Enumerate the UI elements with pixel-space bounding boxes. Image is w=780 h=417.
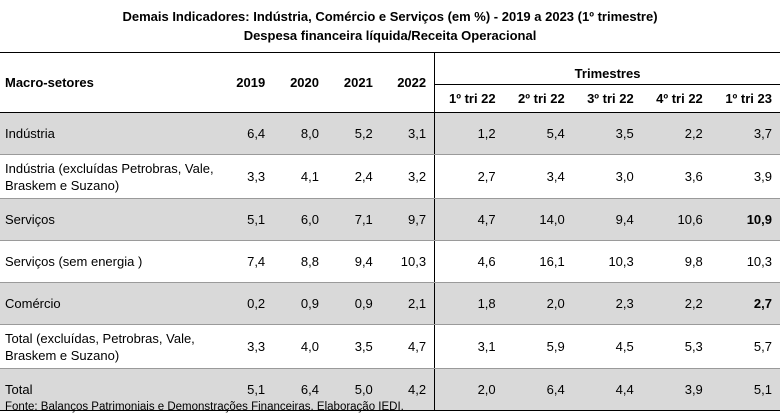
cell: 14,0 — [503, 198, 573, 241]
cell: 6,4 — [503, 368, 573, 411]
cell: 16,1 — [503, 240, 573, 283]
cell: 9,4 — [326, 240, 381, 283]
cell: 6,4 — [219, 112, 274, 155]
cell: 0,9 — [326, 282, 381, 325]
row-label: Total (excluídas, Petrobras, Vale, Brask… — [0, 324, 220, 369]
cell: 9,8 — [641, 240, 711, 283]
cell: 3,5 — [326, 324, 381, 369]
cell: 9,4 — [572, 198, 642, 241]
cell: 8,0 — [273, 112, 327, 155]
cell: 4,4 — [572, 368, 642, 411]
header-year-2020: 2020 — [273, 52, 327, 113]
cell: 5,1 — [219, 198, 274, 241]
header-row-2: 1º tri 22 2º tri 22 3º tri 22 4º tri 22 … — [0, 84, 780, 113]
cell: 3,0 — [572, 154, 642, 199]
cell: 6,0 — [273, 198, 327, 241]
cell: 10,6 — [641, 198, 711, 241]
header-q1-22: 1º tri 22 — [434, 84, 504, 113]
cell: 3,9 — [641, 368, 711, 411]
row-label: Indústria — [0, 112, 220, 155]
cell: 2,0 — [434, 368, 504, 411]
row-label: Total — [0, 368, 220, 411]
cell: 5,9 — [503, 324, 573, 369]
cell: 5,1 — [710, 368, 780, 411]
cell: 6,4 — [273, 368, 327, 411]
header-row-1: Macro-setores 2019 2020 2021 2022 Trimes… — [0, 52, 780, 113]
cell: 4,2 — [380, 368, 435, 411]
cell: 1,8 — [434, 282, 504, 325]
cell: 5,3 — [641, 324, 711, 369]
cell: 3,3 — [219, 324, 274, 369]
cell: 4,1 — [273, 154, 327, 199]
cell: 4,7 — [434, 198, 504, 241]
cell: 4,0 — [273, 324, 327, 369]
cell: 2,1 — [380, 282, 435, 325]
row-label: Serviços (sem energia ) — [0, 240, 220, 283]
cell: 5,4 — [503, 112, 573, 155]
figure-title: Demais Indicadores: Indústria, Comércio … — [0, 0, 780, 45]
cell: 0,9 — [273, 282, 327, 325]
cell: 3,6 — [641, 154, 711, 199]
cell: 3,5 — [572, 112, 642, 155]
cell: 2,7 — [434, 154, 504, 199]
header-q2-22: 2º tri 22 — [503, 84, 573, 113]
table-row: Comércio 0,2 0,9 0,9 2,1 1,8 2,0 2,3 2,2… — [0, 282, 780, 325]
cell: 3,1 — [434, 324, 504, 369]
cell-highlight: 10,9 — [710, 198, 780, 241]
cell: 3,9 — [710, 154, 780, 199]
header-macro-setores: Macro-setores — [0, 52, 220, 113]
cell: 5,2 — [326, 112, 381, 155]
cell: 3,3 — [219, 154, 274, 199]
cell: 3,7 — [710, 112, 780, 155]
cell: 2,0 — [503, 282, 573, 325]
cell: 2,2 — [641, 282, 711, 325]
row-label: Comércio — [0, 282, 220, 325]
cell: 4,7 — [380, 324, 435, 369]
cell-highlight: 2,7 — [710, 282, 780, 325]
cell: 8,8 — [273, 240, 327, 283]
table-row: Serviços 5,1 6,0 7,1 9,7 4,7 14,0 9,4 10… — [0, 198, 780, 241]
header-q4-22: 4º tri 22 — [641, 84, 711, 113]
indicators-table: Macro-setores 2019 2020 2021 2022 Trimes… — [0, 52, 780, 411]
header-trimestres: Trimestres — [434, 52, 780, 85]
row-label: Indústria (excluídas Petrobras, Vale, Br… — [0, 154, 220, 199]
cell: 9,7 — [380, 198, 435, 241]
table-row: Total (excluídas, Petrobras, Vale, Brask… — [0, 324, 780, 369]
cell: 2,4 — [326, 154, 381, 199]
table-row: Serviços (sem energia ) 7,4 8,8 9,4 10,3… — [0, 240, 780, 283]
cell: 5,1 — [219, 368, 274, 411]
row-label: Serviços — [0, 198, 220, 241]
source-note: Fonte: Balanços Patrimoniais e Demonstra… — [5, 401, 404, 413]
cell: 0,2 — [219, 282, 274, 325]
table-row: Total 5,1 6,4 5,0 4,2 2,0 6,4 4,4 3,9 5,… — [0, 368, 780, 411]
cell: 10,3 — [710, 240, 780, 283]
cell: 7,1 — [326, 198, 381, 241]
cell: 10,3 — [380, 240, 435, 283]
cell: 4,5 — [572, 324, 642, 369]
cell: 7,4 — [219, 240, 274, 283]
header-year-2022: 2022 — [380, 52, 435, 113]
header-year-2019: 2019 — [219, 52, 274, 113]
cell: 5,7 — [710, 324, 780, 369]
cell: 3,2 — [380, 154, 435, 199]
header-q1-23: 1º tri 23 — [710, 84, 780, 113]
cell: 5,0 — [326, 368, 381, 411]
table-row: Indústria (excluídas Petrobras, Vale, Br… — [0, 154, 780, 199]
cell: 4,6 — [434, 240, 504, 283]
cell: 2,2 — [641, 112, 711, 155]
cell: 10,3 — [572, 240, 642, 283]
table-row: Indústria 6,4 8,0 5,2 3,1 1,2 5,4 3,5 2,… — [0, 112, 780, 155]
header-q3-22: 3º tri 22 — [572, 84, 642, 113]
cell: 3,1 — [380, 112, 435, 155]
title-line-2: Despesa financeira líquida/Receita Opera… — [243, 28, 537, 43]
cell: 3,4 — [503, 154, 573, 199]
cell: 2,3 — [572, 282, 642, 325]
header-year-2021: 2021 — [326, 52, 381, 113]
cell: 1,2 — [434, 112, 504, 155]
title-line-1: Demais Indicadores: Indústria, Comércio … — [122, 9, 658, 24]
